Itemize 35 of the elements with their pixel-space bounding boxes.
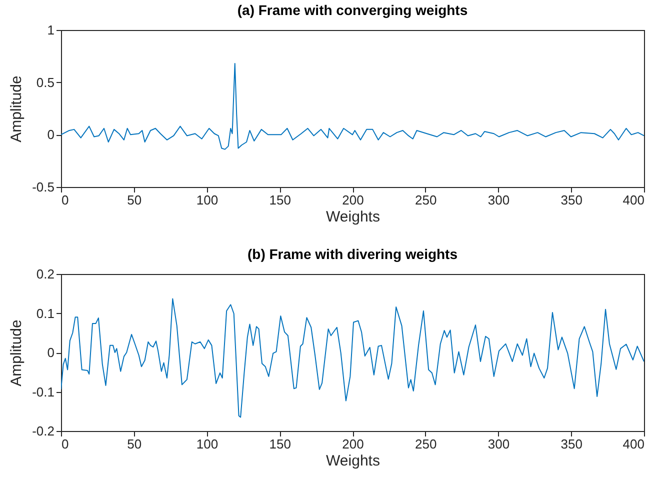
x-tick-label: 0 xyxy=(62,192,69,208)
x-tick-label: 350 xyxy=(560,436,582,452)
y-tick-label: 0.5 xyxy=(36,74,54,90)
x-tick-label: 50 xyxy=(127,192,142,208)
x-tick-label: 300 xyxy=(488,192,510,208)
x-tick-label: 50 xyxy=(127,436,142,452)
y-tick-label: 0.2 xyxy=(36,266,54,282)
y-tick-label: 0.1 xyxy=(36,306,54,321)
y-tick-label: -0.2 xyxy=(32,424,54,438)
x-tick-label: 200 xyxy=(342,436,364,452)
y-tick-label: 1 xyxy=(47,22,54,38)
y-tick-label: -0.5 xyxy=(32,180,54,194)
x-tick-label: 150 xyxy=(269,192,291,208)
x-axis-title: Weights xyxy=(326,452,380,470)
y-tick-label: 0 xyxy=(47,345,54,360)
y-axis-title: Amplitude xyxy=(8,76,26,142)
x-axis-title: Weights xyxy=(326,208,380,226)
x-tick-label: 300 xyxy=(488,436,510,452)
line-series xyxy=(61,62,644,150)
y-axis-title: Amplitude xyxy=(8,320,26,386)
x-tick-label: 400 xyxy=(622,436,644,452)
chart-title: (b) Frame with divering weights xyxy=(247,246,458,262)
x-tick-label: 200 xyxy=(342,192,364,208)
line-series xyxy=(61,298,644,418)
x-tick-label: 350 xyxy=(560,192,582,208)
x-tick-label: 0 xyxy=(62,436,69,452)
x-tick-label: 100 xyxy=(196,192,218,208)
chart-title: (a) Frame with converging weights xyxy=(237,2,468,18)
y-tick-label: -0.1 xyxy=(32,384,54,400)
x-tick-label: 100 xyxy=(196,436,218,452)
x-tick-label: 400 xyxy=(622,192,644,208)
x-tick-label: 150 xyxy=(269,436,291,452)
x-tick-label: 250 xyxy=(415,192,437,208)
y-tick-label: 0 xyxy=(47,127,54,142)
x-tick-label: 250 xyxy=(415,436,437,452)
